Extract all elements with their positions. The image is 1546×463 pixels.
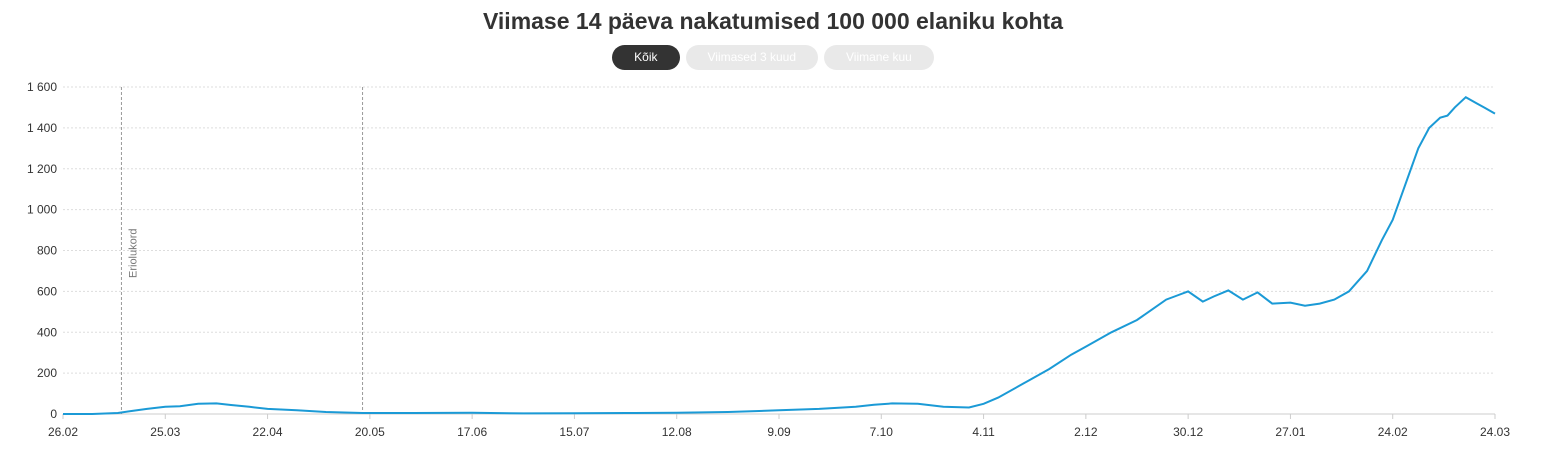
y-tick-label: 400 <box>37 325 57 339</box>
x-axis-ticks: 26.02 25.03 22.04 20.05 17.06 15.07 12.08 9.09 7… <box>48 414 1510 439</box>
filter-last-3-months-button[interactable]: Viimased 3 kuud <box>685 45 818 70</box>
x-tick-label: 15.07 <box>559 425 589 439</box>
x-tick-label: 7.10 <box>870 425 894 439</box>
marker-label: Eriolukord <box>127 228 139 278</box>
filter-all-button[interactable]: Kõik <box>612 45 680 70</box>
x-tick-label: 4.11 <box>972 425 995 439</box>
y-tick-label: 1 400 <box>27 121 57 135</box>
y-tick-label: 1 600 <box>27 80 57 94</box>
y-tick-label: 1 000 <box>27 203 57 217</box>
x-tick-label: 22.04 <box>253 425 283 439</box>
y-tick-label: 600 <box>37 284 57 298</box>
x-tick-label: 9.09 <box>767 425 791 439</box>
series-line <box>63 95 1496 415</box>
x-tick-label: 26.02 <box>48 425 78 439</box>
x-tick-label: 25.03 <box>150 425 180 439</box>
y-tick-label: 1 200 <box>27 162 57 176</box>
x-tick-label: 27.01 <box>1275 425 1305 439</box>
x-tick-label: 24.03 <box>1480 425 1510 439</box>
x-tick-label: 17.06 <box>457 425 487 439</box>
y-tick-label: 200 <box>37 366 57 380</box>
x-tick-label: 30.12 <box>1173 425 1203 439</box>
time-range-filter: Kõik Viimased 3 kuud Viimane kuu <box>0 45 1546 70</box>
filter-last-month-button[interactable]: Viimane kuu <box>824 45 934 70</box>
grid-lines <box>63 86 1495 415</box>
y-tick-label: 800 <box>37 244 57 258</box>
annotations: Eriolukord <box>120 87 364 414</box>
x-tick-label: 24.02 <box>1378 425 1408 439</box>
chart-title: Viimase 14 päeva nakatumised 100 000 ela… <box>482 8 1063 34</box>
x-tick-label: 12.08 <box>662 425 692 439</box>
y-axis-ticks: 0 200 400 600 800 1 000 1 200 1 400 1 600 <box>27 80 57 421</box>
y-tick-label: 0 <box>50 407 57 421</box>
x-tick-label: 20.05 <box>355 425 385 439</box>
x-tick-label: 2.12 <box>1074 425 1098 439</box>
